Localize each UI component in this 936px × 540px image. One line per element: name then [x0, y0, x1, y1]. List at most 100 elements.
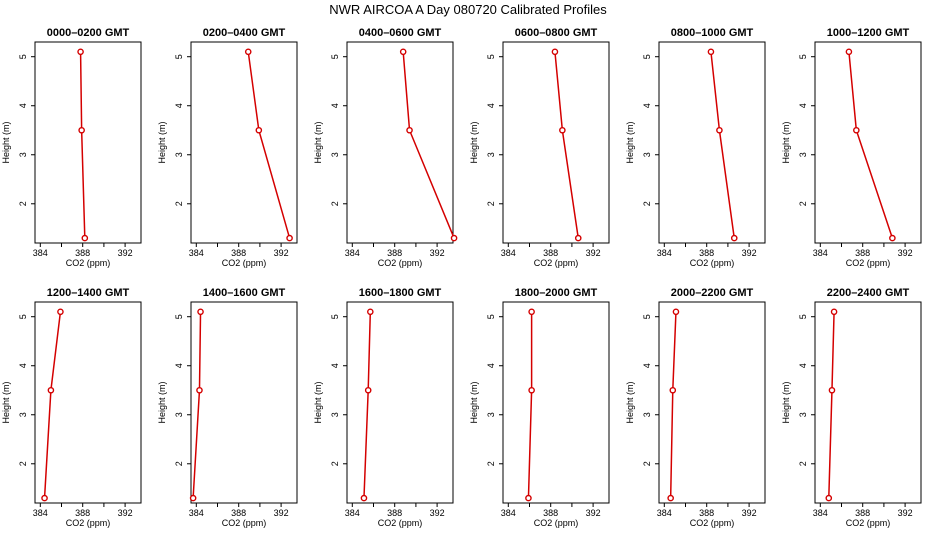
- y-tick-label: 4: [642, 363, 652, 368]
- data-point: [825, 494, 833, 502]
- data-point: [450, 234, 458, 242]
- profile-line: [554, 51, 580, 239]
- plot-frame: [814, 301, 922, 504]
- panel-title: 1600–1800 GMT: [359, 287, 442, 299]
- y-tick-label: 3: [330, 152, 340, 157]
- x-tick-label: 384: [345, 508, 360, 518]
- y-axis-label: Height (m): [157, 121, 167, 163]
- data-point: [830, 308, 838, 316]
- y-tick-label: 3: [330, 412, 340, 417]
- y-tick-label: 4: [174, 363, 184, 368]
- x-tick-label: 388: [387, 248, 402, 258]
- data-point: [528, 386, 535, 394]
- y-tick-label: 4: [798, 363, 808, 368]
- y-tick-label: 4: [18, 103, 28, 108]
- data-point: [853, 126, 860, 134]
- x-tick-label: 384: [189, 248, 204, 258]
- data-point: [81, 234, 89, 242]
- profile-line: [848, 51, 894, 239]
- data-point: [559, 126, 566, 134]
- data-point: [845, 48, 853, 56]
- panel-title: 1800–2000 GMT: [515, 287, 598, 299]
- x-tick-label: 384: [189, 508, 204, 518]
- plot-frame: [814, 41, 922, 244]
- y-tick-label: 2: [18, 461, 28, 466]
- profile-line: [363, 311, 372, 499]
- x-tick-label: 392: [898, 248, 913, 258]
- x-tick-label: 392: [586, 508, 601, 518]
- plot-frame: [34, 41, 142, 244]
- plot-frame: [502, 41, 610, 244]
- y-tick-label: 5: [174, 314, 184, 319]
- data-point: [574, 234, 582, 242]
- data-point: [197, 308, 204, 316]
- panel-title: 1400–1600 GMT: [203, 287, 286, 299]
- x-tick-label: 392: [742, 248, 757, 258]
- x-axis-label: CO2 (ppm): [846, 518, 891, 528]
- data-point: [667, 494, 674, 502]
- data-point: [286, 234, 293, 242]
- y-tick-label: 5: [642, 54, 652, 59]
- x-tick-label: 392: [430, 508, 445, 518]
- y-tick-label: 5: [18, 314, 28, 319]
- panel-title: 2200–2400 GMT: [827, 287, 910, 299]
- x-tick-label: 388: [855, 508, 870, 518]
- x-tick-label: 384: [813, 508, 828, 518]
- data-point: [551, 48, 559, 56]
- y-tick-label: 2: [486, 461, 496, 466]
- data-point: [399, 48, 407, 56]
- y-tick-label: 2: [174, 461, 184, 466]
- y-tick-label: 5: [174, 54, 184, 59]
- y-tick-label: 3: [18, 152, 28, 157]
- y-axis-label: Height (m): [1, 381, 11, 423]
- panel-title: 0000–0200 GMT: [47, 27, 130, 39]
- plot-frame: [346, 41, 454, 244]
- profile-line: [79, 51, 86, 239]
- x-tick-label: 392: [898, 508, 913, 518]
- data-point: [889, 234, 896, 242]
- x-axis-label: CO2 (ppm): [222, 518, 267, 528]
- x-tick-label: 388: [699, 248, 714, 258]
- profile-line: [402, 51, 455, 239]
- y-tick-label: 2: [330, 201, 340, 206]
- x-tick-label: 392: [742, 508, 757, 518]
- profile-line: [669, 311, 677, 499]
- x-axis-label: CO2 (ppm): [222, 258, 267, 268]
- data-point: [716, 126, 723, 134]
- y-tick-label: 4: [18, 363, 28, 368]
- x-tick-label: 388: [699, 508, 714, 518]
- y-tick-label: 2: [642, 461, 652, 466]
- x-tick-label: 392: [430, 248, 445, 258]
- x-tick-label: 384: [657, 248, 672, 258]
- plot-frame: [346, 301, 454, 504]
- x-axis-label: CO2 (ppm): [534, 258, 579, 268]
- y-tick-label: 3: [174, 152, 184, 157]
- profile-line: [828, 311, 835, 499]
- y-tick-label: 4: [798, 103, 808, 108]
- x-tick-label: 388: [543, 508, 558, 518]
- y-tick-label: 4: [330, 103, 340, 108]
- y-tick-label: 5: [798, 314, 808, 319]
- y-axis-label: Height (m): [157, 381, 167, 423]
- x-tick-label: 388: [75, 248, 90, 258]
- plot-frame: [658, 301, 766, 504]
- y-tick-label: 2: [174, 201, 184, 206]
- figure-title: NWR AIRCOA A Day 080720 Calibrated Profi…: [329, 2, 607, 17]
- data-point: [78, 126, 85, 134]
- data-point: [525, 494, 532, 502]
- data-point: [528, 308, 535, 316]
- y-tick-label: 5: [18, 54, 28, 59]
- data-point: [57, 308, 64, 316]
- y-tick-label: 3: [18, 412, 28, 417]
- plot-frame: [658, 41, 766, 244]
- data-point: [730, 234, 738, 242]
- data-point: [244, 48, 252, 56]
- data-point: [77, 48, 84, 56]
- panel-title: 0600–0800 GMT: [515, 27, 598, 39]
- plot-frame: [34, 301, 142, 504]
- profile-line: [247, 51, 291, 239]
- x-axis-label: CO2 (ppm): [66, 518, 111, 528]
- data-point: [189, 494, 197, 502]
- panel-title: 0800–1000 GMT: [671, 27, 754, 39]
